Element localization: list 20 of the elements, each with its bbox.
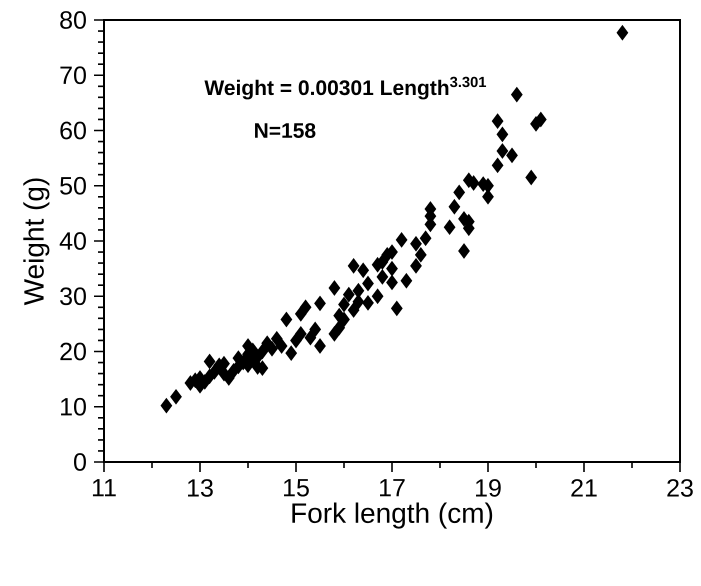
x-tick-label: 13 bbox=[188, 479, 213, 497]
y-tick-label: 50 bbox=[60, 176, 86, 195]
x-tick-label: 21 bbox=[571, 479, 597, 497]
y-tick-label: 70 bbox=[60, 66, 86, 84]
y-tick-label: 0 bbox=[74, 453, 86, 471]
x-tick-label: 15 bbox=[284, 479, 309, 497]
y-tick-label: 20 bbox=[60, 342, 86, 360]
annotation: Weight = 0.00301 Length$^{3.301}$ bbox=[204, 76, 486, 100]
x-tick-label: 23 bbox=[667, 479, 693, 497]
y-tick-label: 80 bbox=[60, 11, 86, 29]
y-tick-label: 10 bbox=[61, 398, 86, 416]
x-axis-title: Fork length (cm) bbox=[292, 502, 492, 529]
y-tick-label: 60 bbox=[60, 122, 86, 140]
y-axis-title: Weight (g) bbox=[23, 178, 50, 306]
annotation: N=158 bbox=[255, 123, 316, 138]
y-tick-label: 30 bbox=[60, 287, 86, 306]
x-tick-label: 17 bbox=[380, 479, 405, 496]
x-tick-label: 19 bbox=[476, 479, 501, 497]
y-tick-label: 40 bbox=[60, 232, 86, 250]
x-tick-label: 11 bbox=[92, 479, 116, 496]
